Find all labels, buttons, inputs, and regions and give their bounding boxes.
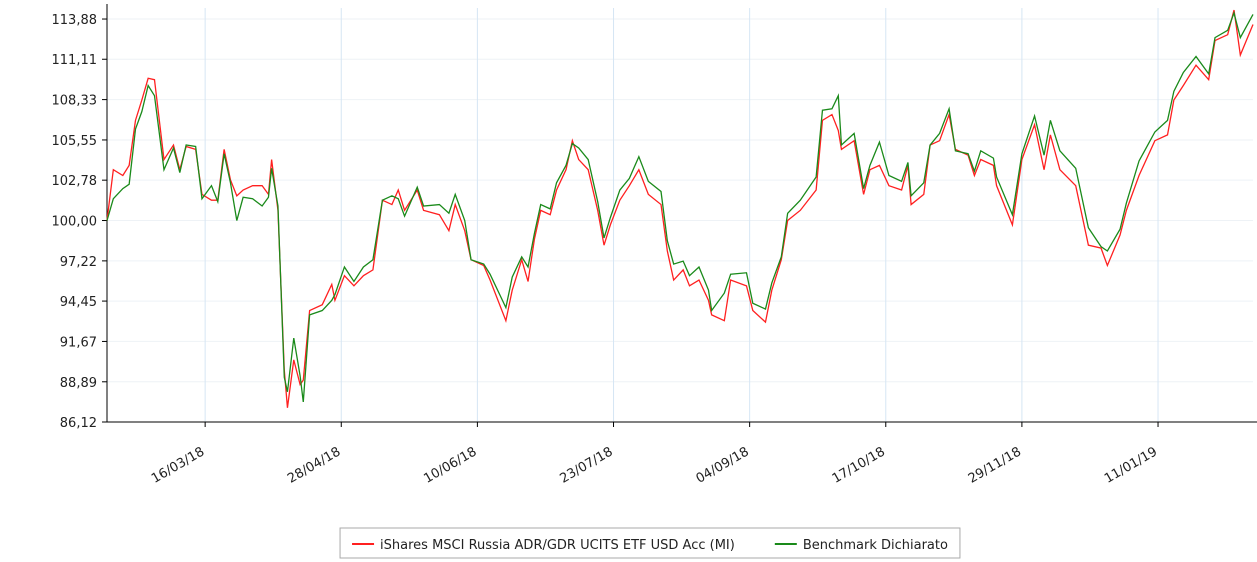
y-tick-label: 108,33	[52, 94, 98, 109]
y-tick-label: 105,55	[52, 134, 98, 149]
x-tick-label: 11/01/19	[1102, 444, 1160, 486]
x-tick-label: 17/10/18	[830, 444, 888, 486]
x-tick-label: 10/06/18	[421, 444, 479, 486]
y-tick-label: 113,88	[52, 13, 98, 28]
x-tick-label: 16/03/18	[149, 444, 207, 486]
y-tick-label: 111,11	[52, 53, 98, 68]
legend-box	[339, 527, 961, 559]
series-line	[106, 9, 1254, 408]
legend-label: Benchmark Dichiarato	[803, 538, 948, 553]
x-tick-label: 04/09/18	[694, 444, 752, 486]
x-tick-label: 28/04/18	[285, 444, 343, 486]
x-tick-label: 29/11/18	[966, 444, 1024, 486]
x-tick-label: 23/07/18	[557, 444, 615, 486]
y-tick-label: 91,67	[60, 335, 97, 350]
y-tick-label: 86,12	[60, 416, 97, 431]
legend-item: Benchmark Dichiarato	[774, 538, 948, 553]
y-tick-label: 97,22	[60, 255, 97, 270]
legend: iShares MSCI Russia ADR/GDR UCITS ETF US…	[339, 527, 961, 559]
y-tick-label: 102,78	[52, 174, 98, 189]
y-tick-label: 88,89	[60, 376, 97, 391]
legend-item: iShares MSCI Russia ADR/GDR UCITS ETF US…	[352, 538, 735, 553]
legend-label: iShares MSCI Russia ADR/GDR UCITS ETF US…	[380, 538, 735, 553]
y-tick-label: 94,45	[60, 295, 97, 310]
y-tick-label: 100,00	[52, 215, 98, 230]
series-line	[106, 10, 1254, 403]
